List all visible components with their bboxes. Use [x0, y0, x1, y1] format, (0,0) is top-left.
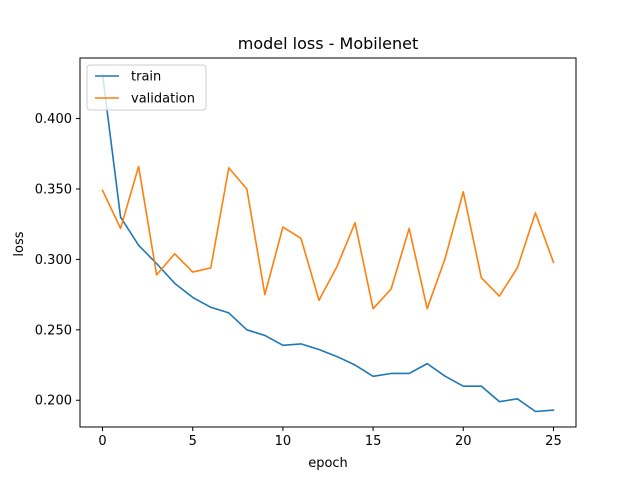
x-axis-label: epoch: [308, 456, 348, 471]
y-tick-label: 0.300: [35, 253, 72, 268]
plot-area: 0 5 10 15 20 25 0.200 0.250 0.300 0.350 0.400: [35, 57, 577, 449]
y-tick-label: 0.400: [35, 112, 72, 127]
legend-label-train: train: [131, 70, 161, 85]
legend-label-validation: validation: [131, 92, 195, 107]
series-line-train: [101, 74, 555, 413]
x-tick-label: 15: [365, 434, 382, 449]
x-tick-label: 25: [545, 434, 562, 449]
legend: train validation: [86, 64, 207, 111]
axes-frame: [79, 57, 577, 428]
x-tick-label: 10: [275, 434, 292, 449]
series-line-validation: [101, 165, 555, 310]
x-tick-label: 20: [455, 434, 472, 449]
y-tick-label: 0.250: [35, 323, 72, 338]
y-axis-label: loss: [12, 231, 27, 256]
x-tick-label: 0: [98, 434, 106, 449]
y-tick-label: 0.350: [35, 182, 72, 197]
y-tick-label: 0.200: [35, 394, 72, 409]
x-tick-label: 5: [189, 434, 197, 449]
chart-title: model loss - Mobilenet: [238, 34, 419, 53]
